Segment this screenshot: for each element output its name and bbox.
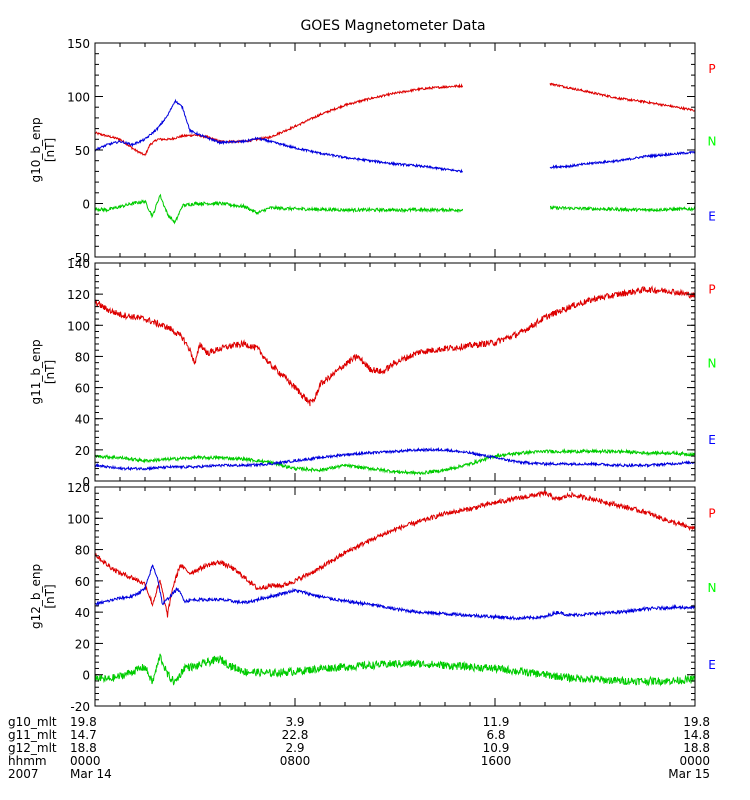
series-line-P (549, 82, 696, 112)
footer-row-g12-mlt: g12_mlt 18.8 2.9 10.9 18.8 (0, 742, 750, 755)
y-axis-label: g11_b_enp (29, 339, 43, 404)
footer-value: 19.8 (683, 715, 710, 729)
footer-value: 2.9 (285, 741, 305, 755)
panel-frame (94, 42, 696, 258)
footer-value: 6.8 (486, 728, 506, 742)
series-g11-N (94, 447, 696, 476)
series-g12-P (95, 489, 696, 618)
y-tick-label: 40 (75, 606, 90, 620)
footer-value: 11.9 (482, 715, 510, 729)
footer-row-g10-mlt: g10_mlt 19.8 3.9 11.9 19.8 (0, 716, 750, 729)
series-line-E (549, 150, 696, 170)
series-g12-E (94, 564, 696, 621)
footer-row-g11-mlt: g11_mlt 14.7 22.8 6.8 14.8 (0, 729, 750, 742)
footer-label: g10_mlt (8, 715, 57, 729)
panel-g12: -20 0 20 40 60 80 100 120 g12_b_enp [nT] P N E (29, 481, 716, 714)
footer-value: 19.8 (70, 715, 97, 729)
y-tick-label: 20 (75, 444, 90, 458)
series-line-P (94, 285, 696, 407)
legend-P: P (708, 283, 715, 297)
series-line-P (94, 83, 463, 157)
legend-E: E (708, 433, 716, 447)
legend-N: N (708, 357, 717, 371)
series-line-N (94, 193, 463, 225)
series-g10-E (94, 98, 696, 173)
panel-g11: 0 20 40 60 80 100 120 140 g11_b_enp [nT] P N E (29, 257, 716, 489)
series-g11-E (94, 446, 696, 472)
series-line-E (94, 98, 463, 173)
y-tick-label: 100 (67, 512, 90, 526)
y-tick-label: 140 (67, 257, 90, 271)
y-axis-label: g10_b_enp (29, 117, 43, 182)
legend-E: E (708, 210, 716, 224)
y-tick-label: 0 (82, 475, 90, 489)
footer-label: hhmm (8, 754, 47, 768)
footer-value: Mar 15 (668, 767, 710, 781)
series-g11-P (94, 285, 696, 407)
series-g10-P (94, 82, 696, 157)
footer-value: 1600 (480, 754, 512, 768)
footer-value: Mar 14 (70, 767, 112, 781)
series-line-N (94, 653, 696, 687)
y-tick-label: 20 (75, 637, 90, 651)
y-tick-label: 60 (75, 382, 90, 396)
legend-P: P (708, 62, 715, 76)
y-tick-label: 50 (75, 144, 90, 158)
panel-g10: -50 0 50 100 150 g10_b_enp [nT] P N E (29, 37, 716, 265)
footer-row-hhmm: hhmm 0000 0800 1600 0000 (0, 755, 750, 768)
footer-row-date: 2007 Mar 14 Mar 15 (0, 768, 750, 781)
series-line-N (94, 447, 696, 476)
footer-value: 22.8 (281, 728, 309, 742)
y-tick-label: -20 (70, 700, 90, 714)
y-tick-label: 80 (75, 544, 90, 558)
y-tick-label: 120 (67, 481, 90, 495)
y-axis-label: g12_b_enp (29, 564, 43, 629)
legend-P: P (708, 507, 715, 521)
y-tick-label: 40 (75, 413, 90, 427)
footer-label: 2007 (8, 767, 39, 781)
y-tick-label: 100 (67, 319, 90, 333)
footer-label: g11_mlt (8, 728, 57, 742)
legend-N: N (708, 135, 717, 149)
y-tick-label: 120 (67, 288, 90, 302)
series-line-P (95, 489, 696, 618)
series-g12-N (94, 653, 696, 687)
footer-info-table: g10_mlt 19.8 3.9 11.9 19.8 g11_mlt 14.7 … (0, 712, 750, 800)
series-line-N (550, 205, 696, 213)
footer-label: g12_mlt (8, 741, 57, 755)
footer-value: 14.8 (683, 728, 710, 742)
y-tick-label: 60 (75, 575, 90, 589)
y-tick-label: -50 (70, 251, 90, 265)
footer-value: 18.8 (683, 741, 710, 755)
y-axis-unit: [nT] (43, 138, 57, 162)
y-tick-label: 0 (82, 198, 90, 212)
footer-value: 14.7 (70, 728, 97, 742)
footer-value: 0800 (279, 754, 311, 768)
footer-value: 10.9 (482, 741, 510, 755)
y-axis-unit: [nT] (43, 584, 57, 608)
y-tick-label: 80 (75, 350, 90, 364)
y-tick-label: 100 (67, 91, 90, 105)
chart-title: GOES Magnetometer Data (300, 18, 485, 34)
y-tick-label: 150 (67, 37, 90, 51)
footer-value: 3.9 (285, 715, 305, 729)
footer-value: 0000 (679, 754, 710, 768)
series-line-E (94, 446, 696, 472)
footer-value: 0000 (70, 754, 101, 768)
series-g10-N (94, 193, 696, 225)
y-axis-unit: [nT] (43, 360, 57, 384)
series-line-E (94, 564, 696, 621)
panel-frame (94, 486, 696, 707)
footer-value: 18.8 (70, 741, 97, 755)
legend-E: E (708, 658, 716, 672)
legend-N: N (708, 581, 717, 595)
y-tick-label: 0 (82, 669, 90, 683)
